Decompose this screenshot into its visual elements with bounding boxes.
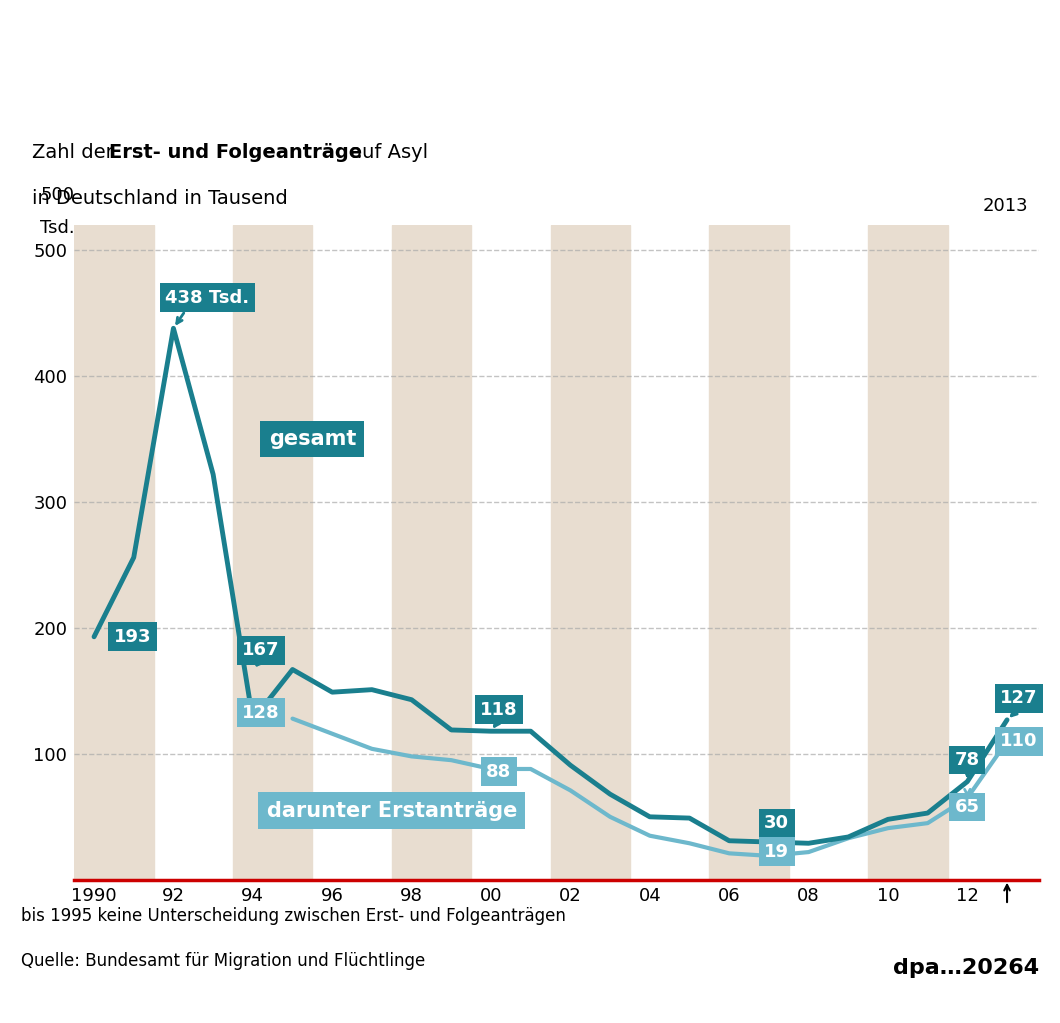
Text: Quelle: Bundesamt für Migration und Flüchtlinge: Quelle: Bundesamt für Migration und Flüc… — [21, 951, 425, 970]
Text: Tsd.: Tsd. — [40, 219, 75, 236]
Text: darunter Erstanträge: darunter Erstanträge — [266, 801, 517, 820]
Text: Auf der Suche nach Asyl: Auf der Suche nach Asyl — [21, 38, 705, 85]
Text: bis 1995 keine Unterscheidung zwischen Erst- und Folgeanträgen: bis 1995 keine Unterscheidung zwischen E… — [21, 906, 566, 925]
Text: 78: 78 — [955, 751, 979, 769]
Text: 118: 118 — [480, 701, 517, 718]
Text: 438 Tsd.: 438 Tsd. — [165, 288, 249, 307]
Text: auf Asyl: auf Asyl — [344, 143, 428, 163]
Text: 110: 110 — [1001, 732, 1038, 751]
Bar — [233, 225, 313, 880]
Bar — [709, 225, 789, 880]
Text: 65: 65 — [955, 798, 979, 816]
Text: 127: 127 — [1001, 690, 1038, 707]
Text: 88: 88 — [487, 763, 512, 781]
Text: Erst- und Folgeanträge: Erst- und Folgeanträge — [109, 143, 363, 163]
Bar — [868, 225, 948, 880]
Text: Zahl der: Zahl der — [32, 143, 120, 163]
Text: 128: 128 — [242, 704, 280, 721]
Text: dpa…20264: dpa…20264 — [893, 958, 1039, 978]
Text: gesamt: gesamt — [268, 429, 356, 449]
Bar — [74, 225, 154, 880]
Text: 193: 193 — [113, 628, 152, 646]
Bar — [550, 225, 630, 880]
Bar — [392, 225, 471, 880]
Text: 500: 500 — [40, 186, 74, 204]
Text: 2013: 2013 — [983, 196, 1028, 215]
Text: in Deutschland in Tausend: in Deutschland in Tausend — [32, 189, 287, 209]
Text: 19: 19 — [764, 843, 790, 861]
Text: 30: 30 — [764, 814, 790, 832]
Text: 167: 167 — [242, 641, 280, 660]
